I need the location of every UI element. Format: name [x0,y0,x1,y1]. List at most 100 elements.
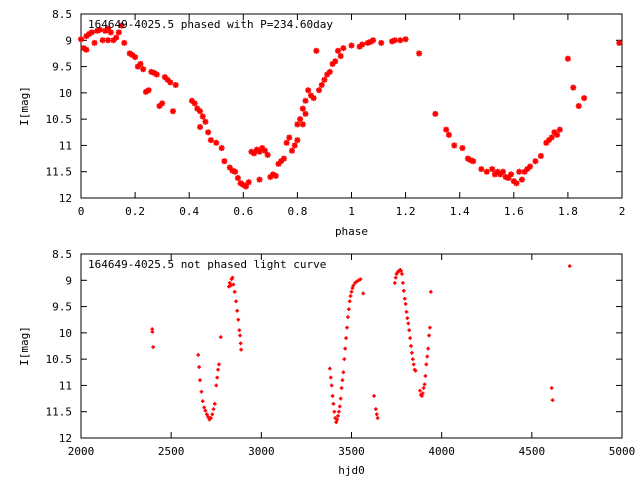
data-point [393,275,398,280]
x-tick-label: 3500 [338,445,365,458]
y-tick-label: 9.5 [52,301,72,314]
data-point [358,277,363,282]
data-point [196,353,201,357]
data-point [218,145,225,152]
y-tick-label: 11.5 [46,166,73,179]
x-tick-label: 1 [348,205,355,218]
chart-title: 164649-4025.5 phased with P=234.60day [88,18,333,31]
data-point [235,308,239,313]
data-point [616,39,623,46]
data-point [421,386,426,390]
data-point [234,175,241,182]
x-axis-label: phase [335,225,368,238]
data-point [443,126,450,133]
data-point [217,362,221,367]
y-tick-label: 10 [59,87,72,100]
data-point [351,283,356,288]
data-point [264,151,271,158]
x-tick-label: 1.4 [450,205,470,218]
data-point [340,45,347,52]
data-point [215,375,219,380]
y-tick-label: 10.5 [46,113,73,126]
data-point [206,415,210,419]
x-tick-label: 0.8 [287,205,307,218]
data-point [228,283,233,288]
y-tick-label: 9 [65,274,72,287]
data-point [489,166,496,173]
y-tick-label: 12 [59,192,72,205]
data-point [231,282,236,287]
data-point [326,68,333,75]
x-tick-label: 1.8 [558,205,578,218]
data-point [151,345,155,349]
data-point [118,22,125,29]
data-point [234,299,238,304]
data-point [513,180,520,187]
data-point [294,121,301,128]
data-point [332,409,337,414]
data-point [202,118,209,125]
data-point [404,310,409,314]
data-point [207,137,214,144]
x-tick-label: 0.4 [179,205,199,218]
data-point [374,412,379,417]
data-point [261,147,268,154]
x-tick-label: 0.2 [125,205,145,218]
x-tick-label: 2000 [68,445,95,458]
data-point [280,155,287,162]
data-point [422,382,427,387]
data-point [199,389,204,394]
data-point [470,158,477,165]
data-point [532,158,539,165]
data-point [402,36,409,43]
data-point [432,110,439,117]
data-point [343,346,347,351]
data-point [345,325,349,330]
data-point [411,362,416,367]
data-point [137,60,144,67]
data-point [340,378,345,382]
data-point [105,37,112,44]
data-point [238,341,243,346]
phased-light-curve-plot: 0 0.2 0.4 0.6 0.8 1 1.2 1.4 1.6 1.8 2 8.5 9 9.5 10 10.5… [18,8,625,238]
x-tick-label: 2 [619,205,626,218]
data-point [564,55,571,62]
data-point [418,388,422,393]
x-tick-label: 5000 [609,445,636,458]
data-point [310,95,317,102]
data-point [91,39,98,46]
data-point [197,124,204,131]
data-point [406,321,411,326]
data-point [78,36,84,43]
unphased-light-curve-plot: 2000 2500 3000 3500 4000 4500 5000 8.5 9 9.5 10 10.… [18,248,635,477]
data-point [375,416,380,420]
data-point [348,294,353,298]
data-point [338,396,343,401]
x-tick-label: 1.2 [396,205,416,218]
data-point [428,325,432,330]
data-point [305,87,312,94]
y-axis-label: I[mag] [18,326,31,366]
data-point [575,103,582,109]
data-point [299,121,306,128]
data-point [581,95,588,102]
data-point [378,39,385,46]
x-tick-label: 3000 [248,445,275,458]
data-point [83,46,90,53]
x-tick-label: 4000 [428,445,455,458]
data-point [336,414,340,418]
data-point [153,71,160,78]
data-point [339,386,344,390]
data-point [335,417,339,422]
data-point [374,407,378,411]
data-point [420,394,424,398]
x-tick-label: 2500 [158,445,185,458]
data-point [409,344,413,348]
data-point [349,290,354,294]
data-point [407,328,412,333]
data-point [401,289,406,293]
data-point [416,50,423,57]
data-point [549,386,554,390]
data-point [205,129,212,136]
data-point [88,29,95,36]
